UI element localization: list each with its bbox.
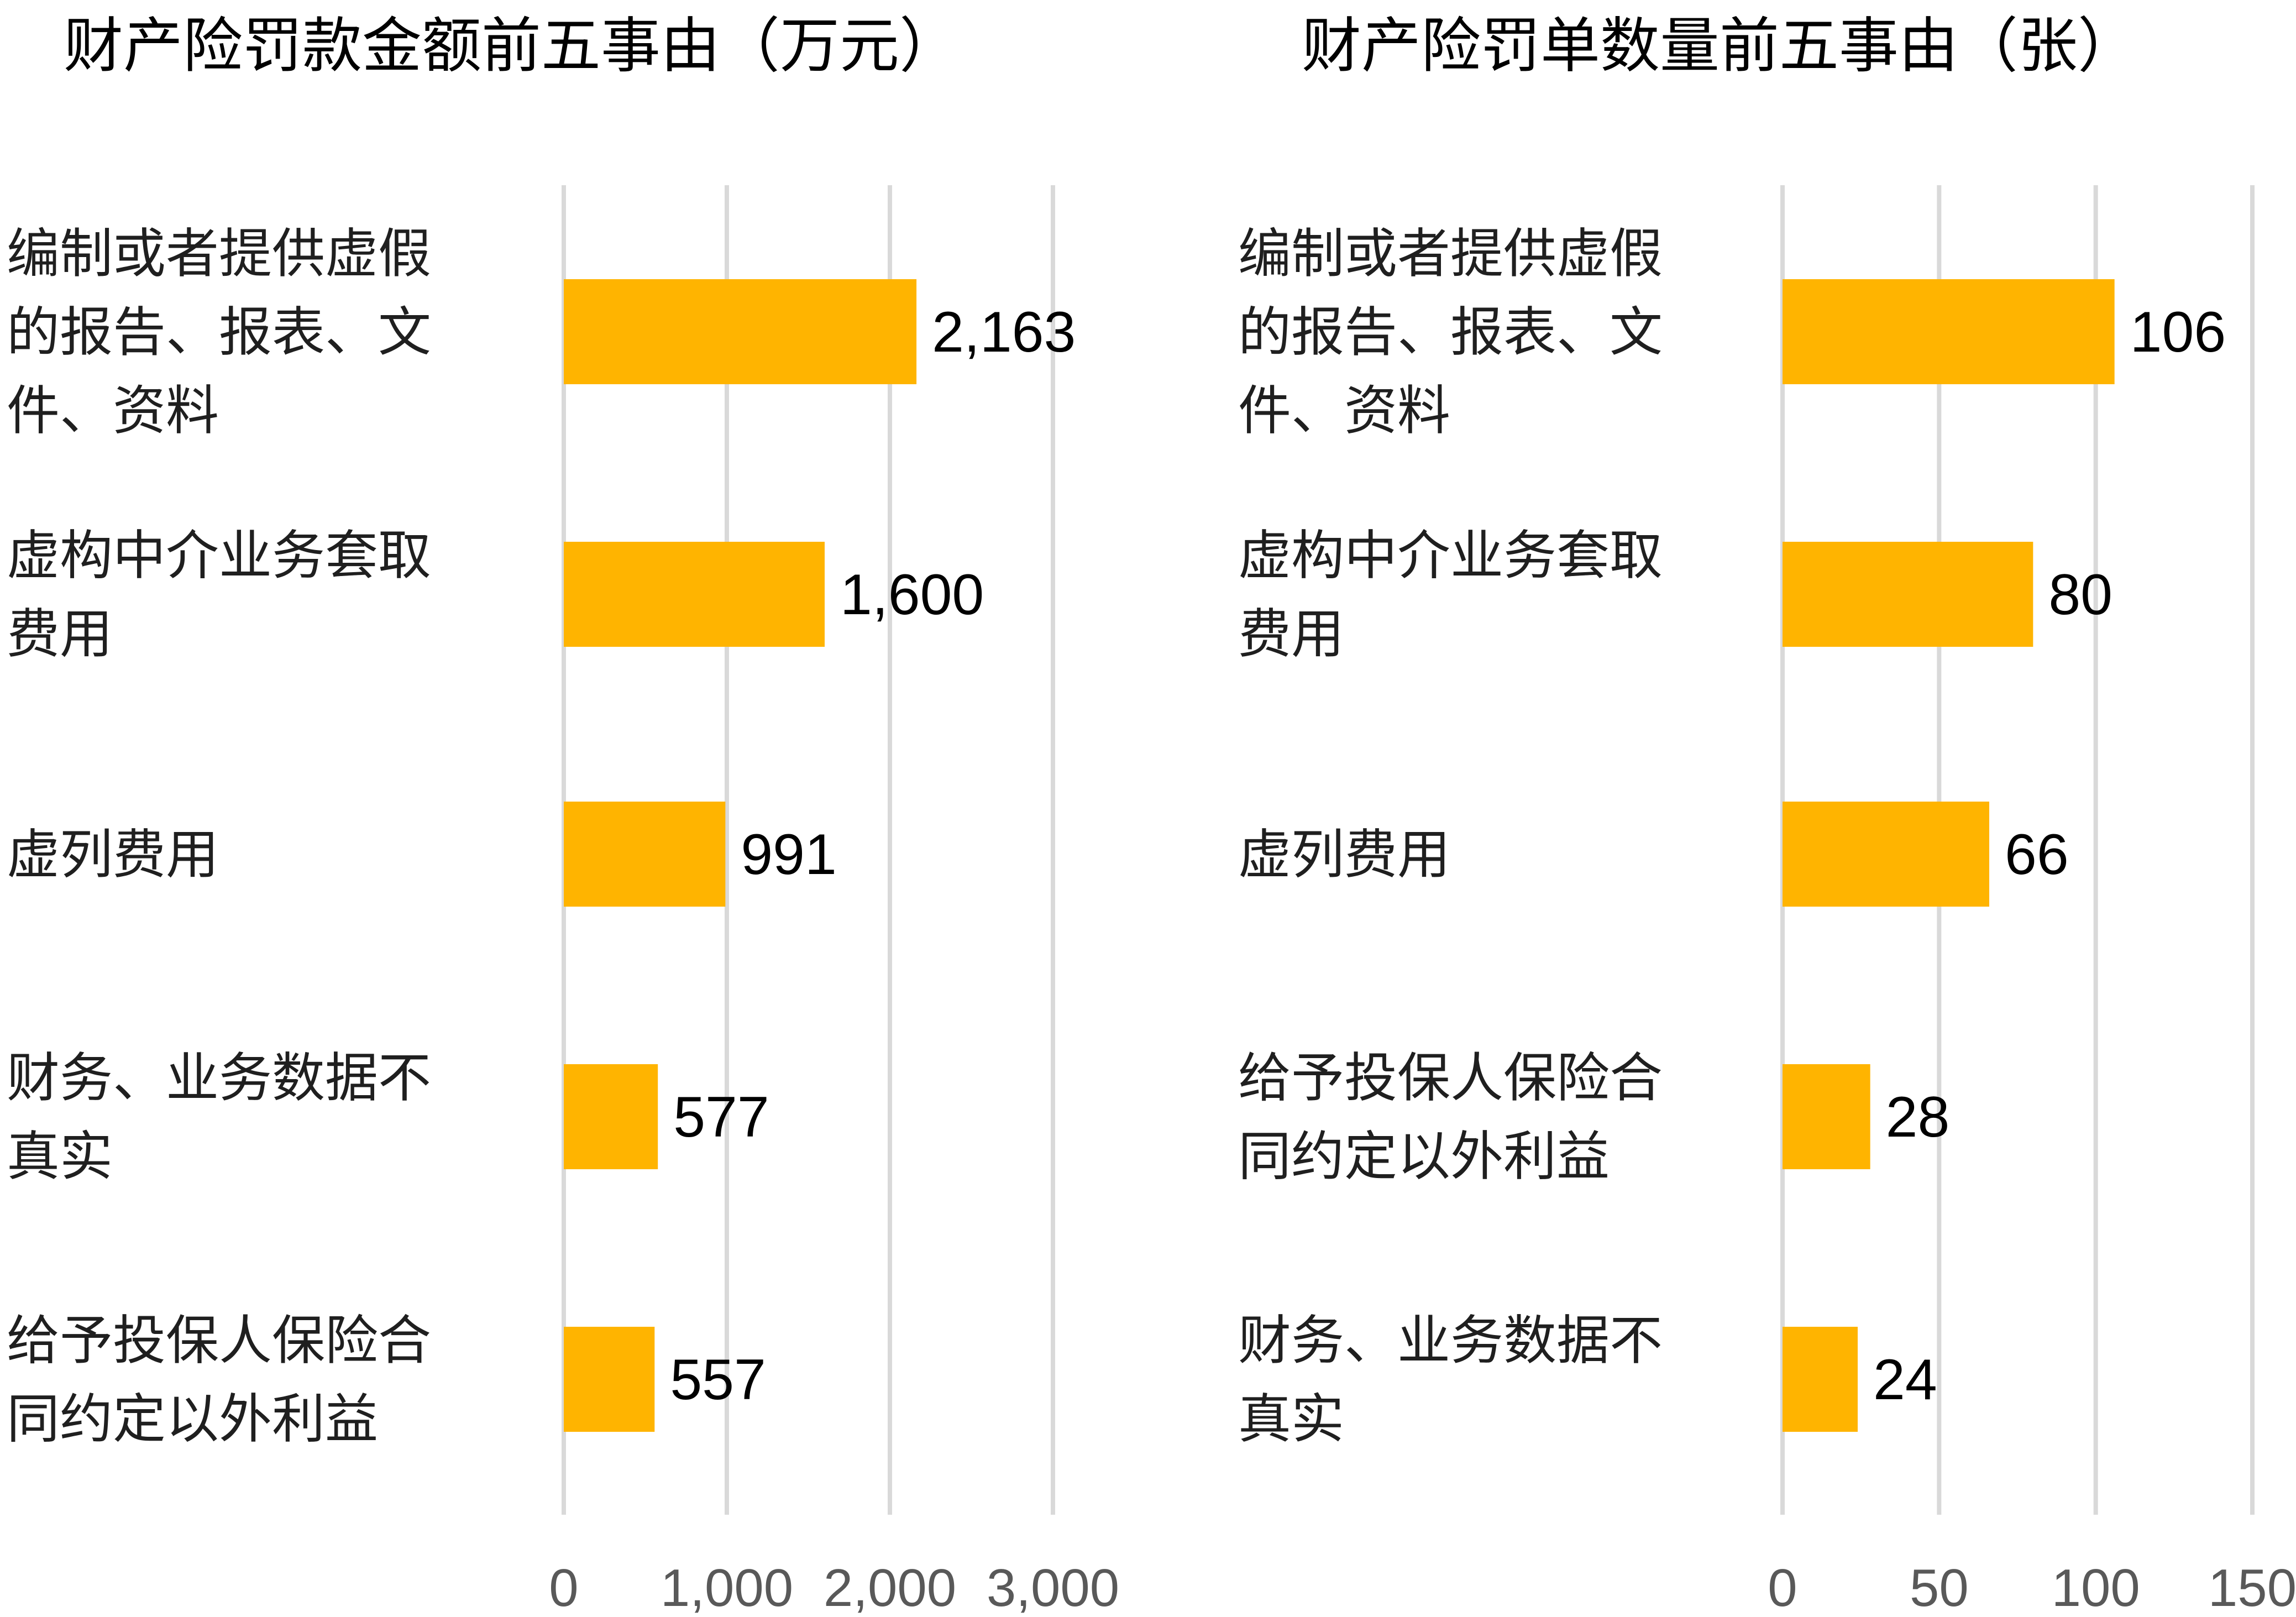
bar <box>1783 542 2033 647</box>
category-label: 的报告、报表、文 <box>1238 301 1663 363</box>
category-label: 给予投保人保险合 <box>7 1310 431 1372</box>
category-label: 给予投保人保险合 <box>1238 1047 1663 1109</box>
category-label: 财务、业务数据不 <box>1238 1310 1663 1372</box>
x-tick-label: 0 <box>549 1558 578 1617</box>
category-label: 虚列费用 <box>1238 824 1450 886</box>
data-label: 66 <box>2005 823 2069 887</box>
bar <box>564 542 825 647</box>
category-label: 同约定以外利益 <box>7 1388 378 1450</box>
x-tick-label: 3,000 <box>987 1558 1119 1617</box>
category-label: 费用 <box>1238 603 1344 665</box>
bar <box>1783 1327 1858 1432</box>
data-label: 106 <box>2130 300 2226 364</box>
chart-title: 财产险罚单数量前五事由（张） <box>1302 12 2137 81</box>
category-label: 件、资料 <box>7 380 219 442</box>
category-label: 财务、业务数据不 <box>7 1047 431 1109</box>
x-tick-label: 1,000 <box>661 1558 793 1617</box>
data-label: 28 <box>1886 1085 1950 1149</box>
category-label: 同约定以外利益 <box>1238 1126 1610 1187</box>
bar <box>1783 1064 1870 1169</box>
x-tick-label: 50 <box>1910 1558 1969 1617</box>
data-label: 557 <box>670 1348 766 1412</box>
category-label: 虚列费用 <box>7 824 219 886</box>
bar <box>564 802 726 907</box>
data-label: 577 <box>673 1085 769 1149</box>
chart-title: 财产险罚款金额前五事由（万元） <box>64 12 959 81</box>
category-label: 编制或者提供虚假 <box>1238 223 1663 285</box>
category-label: 费用 <box>7 603 113 665</box>
category-label: 虚构中介业务套取 <box>7 525 431 587</box>
x-tick-label: 100 <box>2052 1558 2140 1617</box>
bar <box>1783 802 1989 907</box>
data-label: 2,163 <box>932 300 1076 364</box>
bar <box>564 1327 655 1432</box>
category-label: 真实 <box>1238 1388 1344 1450</box>
bar <box>564 1064 658 1169</box>
category-label: 虚构中介业务套取 <box>1238 525 1663 587</box>
data-label: 1,600 <box>840 563 984 627</box>
data-label: 991 <box>741 823 837 887</box>
x-tick-label: 150 <box>2208 1558 2296 1617</box>
x-tick-label: 2,000 <box>824 1558 956 1617</box>
data-label: 24 <box>1873 1348 1937 1412</box>
category-label: 真实 <box>7 1126 113 1187</box>
bar <box>1783 279 2115 384</box>
category-label: 的报告、报表、文 <box>7 301 431 363</box>
x-tick-label: 0 <box>1768 1558 1797 1617</box>
bar <box>564 279 917 384</box>
data-label: 80 <box>2048 563 2112 627</box>
category-label: 编制或者提供虚假 <box>7 223 431 285</box>
category-label: 件、资料 <box>1238 380 1450 442</box>
